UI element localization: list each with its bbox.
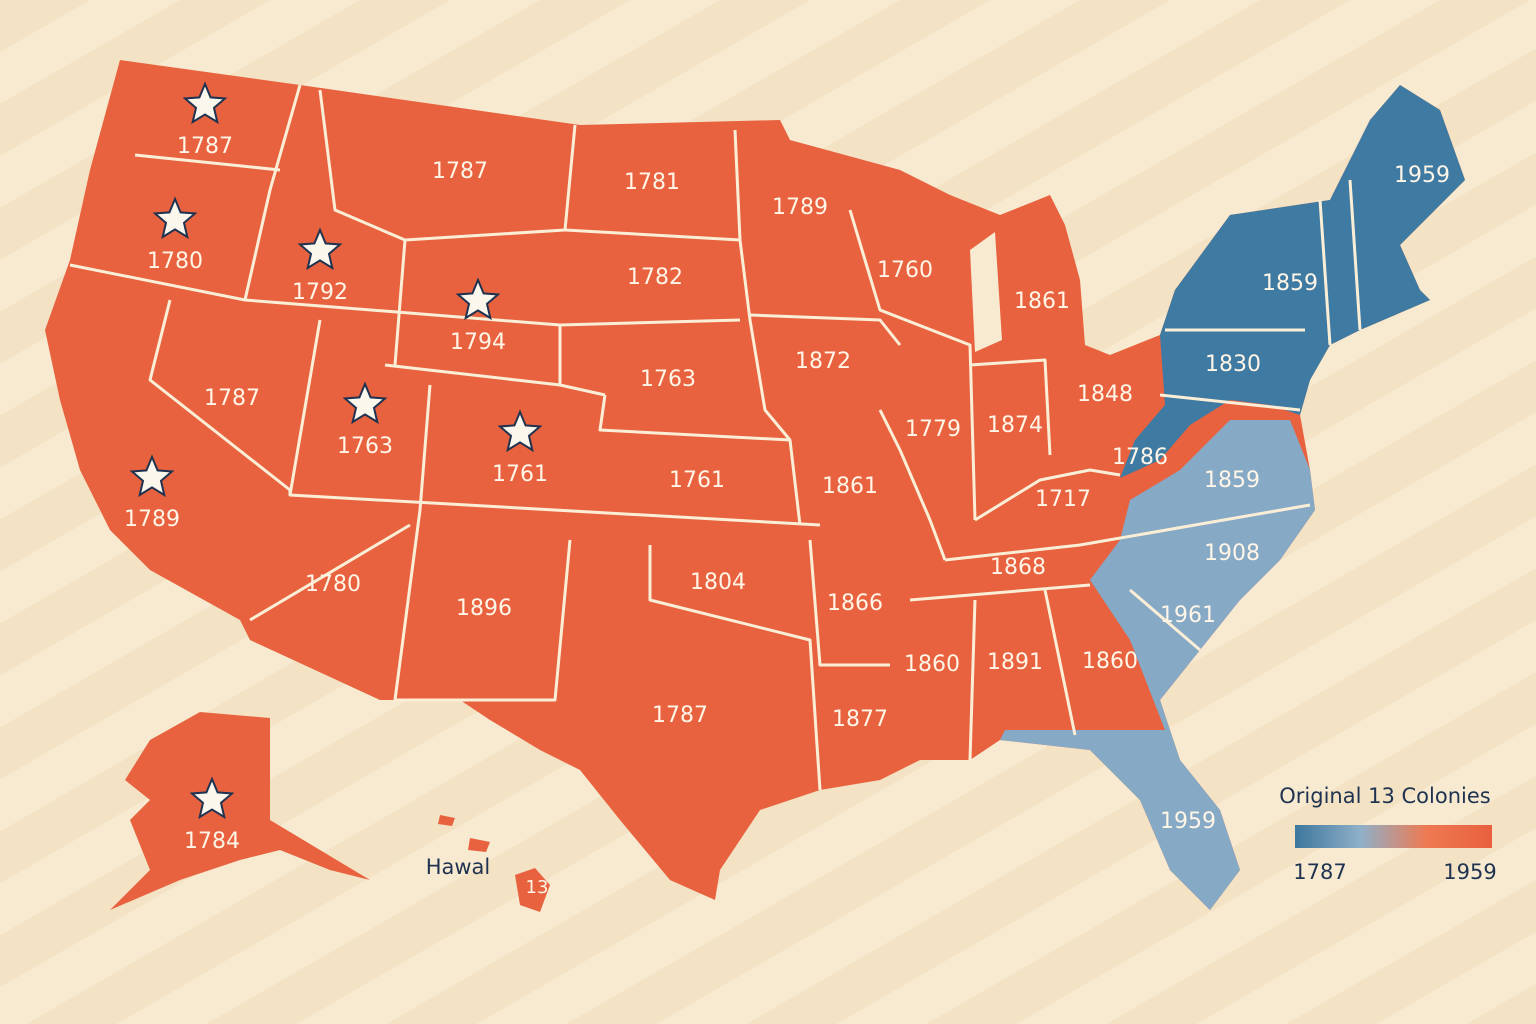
state-label: 1787 [177, 134, 233, 159]
legend-bar [1295, 825, 1492, 848]
state-label: 1784 [184, 829, 240, 854]
state-label: 1804 [690, 570, 746, 595]
state-label: 1830 [1205, 352, 1261, 377]
labels: 1787 1780 1792 1787 1794 1781 1782 1789 1760 1861… [124, 81, 1450, 854]
star [455, 277, 501, 321]
state-label: 1780 [305, 572, 361, 597]
state-label: 1872 [795, 349, 851, 374]
state-label: 1782 [627, 265, 683, 290]
state-label: 1891 [987, 650, 1043, 675]
state-label: 1868 [990, 555, 1046, 580]
state-label: 1761 [492, 462, 548, 487]
legend-max: 1959 [1443, 860, 1496, 884]
lake-michigan [970, 232, 1002, 352]
state-label: 1861 [1014, 289, 1070, 314]
state-label: 1959 [1394, 163, 1450, 188]
territory [45, 60, 1465, 910]
star [342, 381, 388, 425]
state-label: 1859 [1262, 271, 1318, 296]
state-label: 1959 [1160, 809, 1216, 834]
hawaii-number: 13 [526, 877, 549, 898]
hawaii-island [515, 868, 550, 912]
state-borders [69, 84, 1362, 791]
state-label: 1781 [624, 170, 680, 195]
state-label: 1717 [1035, 487, 1091, 512]
state-label: 1779 [905, 417, 961, 442]
state-label: 1787 [432, 159, 488, 184]
state-label: 1787 [652, 703, 708, 728]
state-label: 1866 [827, 591, 883, 616]
state-label: 1874 [987, 413, 1043, 438]
state-label: 1780 [147, 249, 203, 274]
state-label: 1896 [456, 596, 512, 621]
state-label: 1789 [124, 507, 180, 532]
star [152, 196, 198, 240]
northeast-region [1120, 85, 1465, 478]
state-label: 1763 [640, 367, 696, 392]
state-label: 1794 [450, 330, 506, 355]
alaska [110, 712, 370, 910]
state-label: 1861 [822, 474, 878, 499]
state-label: 1860 [904, 652, 960, 677]
southeast-region [1000, 420, 1315, 910]
state-label: 1786 [1112, 445, 1168, 470]
state-label: 1877 [832, 707, 888, 732]
star [189, 776, 235, 820]
hawaii-label: Hawal [426, 855, 491, 879]
legend-title: Original 13 Colonies [1279, 784, 1490, 808]
star [497, 409, 543, 453]
state-label: 1961 [1160, 603, 1216, 628]
star [182, 81, 228, 125]
legend: Original 13 Colonies 1787 1959 [1279, 784, 1496, 884]
star [129, 454, 175, 498]
star [297, 227, 343, 271]
state-label: 1859 [1204, 468, 1260, 493]
state-label: 1760 [877, 258, 933, 283]
state-label: 1848 [1077, 382, 1133, 407]
state-label: 1860 [1082, 649, 1138, 674]
state-label: 1787 [204, 386, 260, 411]
state-label: 1792 [292, 280, 348, 305]
legend-min: 1787 [1293, 860, 1346, 884]
hawaii-island [468, 838, 490, 852]
state-label: 1761 [669, 468, 725, 493]
state-label: 1908 [1204, 541, 1260, 566]
state-label: 1789 [772, 195, 828, 220]
state-label: 1763 [337, 434, 393, 459]
hawaii-island [438, 815, 455, 826]
